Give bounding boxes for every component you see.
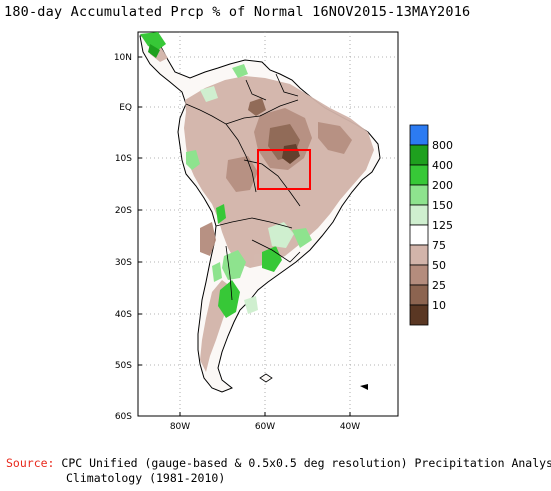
lat-label-50s: 50S: [115, 361, 132, 371]
lat-label-10s: 10S: [115, 154, 132, 164]
legend-swatch-4: [409, 204, 429, 226]
source-line-1: CPC Unified (gauge-based & 0.5x0.5 deg r…: [61, 456, 551, 470]
legend-label-150: 150: [432, 199, 453, 212]
country-borders: [185, 73, 301, 301]
lat-label-60s: 60S: [115, 412, 132, 422]
color-legend: 800 400 200 150 125 75 50 25 10: [409, 124, 453, 326]
source-line-2: Climatology (1981-2010): [66, 471, 226, 485]
map-title: 180-day Accumulated Prcp % of Normal 16N…: [4, 4, 471, 20]
legend-label-50: 50: [432, 259, 446, 272]
island-east: [360, 384, 368, 390]
lat-label-40s: 40S: [115, 310, 132, 320]
lat-label-10n: 10N: [114, 53, 132, 63]
legend-swatch-2: [409, 164, 429, 186]
lat-label-eq: EQ: [119, 103, 132, 113]
legend-swatch-9: [409, 304, 429, 326]
legend-swatch-8: [409, 284, 429, 306]
source-label: Source:: [6, 456, 55, 470]
legend-label-25: 25: [432, 279, 446, 292]
lat-label-20s: 20S: [115, 206, 132, 216]
legend-label-125: 125: [432, 219, 453, 232]
legend-swatch-6: [409, 244, 429, 266]
lon-label-60w: 60W: [255, 422, 275, 432]
legend-label-400: 400: [432, 159, 453, 172]
legend-swatch-1: [409, 144, 429, 166]
legend-label-10: 10: [432, 299, 446, 312]
latitude-labels: 10N EQ 10S 20S 30S 40S 50S 60S: [114, 53, 132, 422]
highlight-box: [257, 149, 311, 190]
legend-label-200: 200: [432, 179, 453, 192]
legend-label-75: 75: [432, 239, 446, 252]
longitude-labels: 80W 60W 40W: [170, 422, 360, 432]
wet-anomaly-areas: [140, 32, 312, 318]
lat-ticks: [138, 56, 351, 416]
lon-label-40w: 40W: [340, 422, 360, 432]
lat-label-30s: 30S: [115, 258, 132, 268]
legend-swatch-5: [409, 224, 429, 246]
legend-swatch-0: [409, 124, 429, 146]
legend-swatch-7: [409, 264, 429, 286]
legend-swatch-3: [409, 184, 429, 206]
falkland-islands: [259, 373, 273, 383]
legend-label-800: 800: [432, 139, 453, 152]
source-note: Source: CPC Unified (gauge-based & 0.5x0…: [6, 456, 551, 486]
lon-label-80w: 80W: [170, 422, 190, 432]
